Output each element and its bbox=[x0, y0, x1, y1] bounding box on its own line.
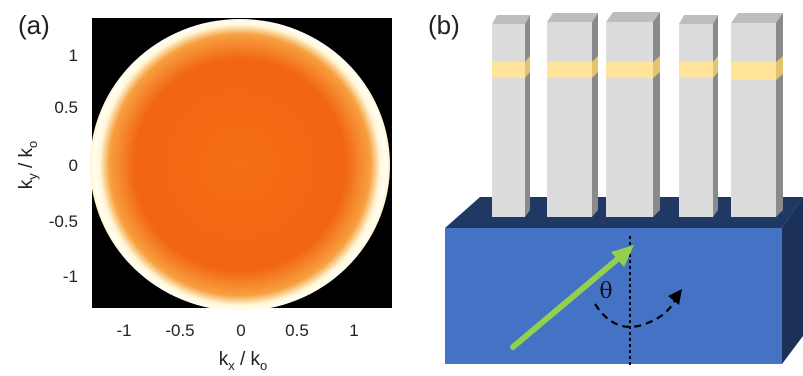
y-axis-title: ky / ko bbox=[16, 141, 40, 190]
y-tick-label: -0.5 bbox=[49, 212, 78, 231]
incident-arrow bbox=[510, 245, 634, 350]
rotation-arrow bbox=[594, 289, 682, 328]
y-ticks: 1 0.5 0 -0.5 -1 bbox=[49, 46, 78, 286]
x-tick-label: 0 bbox=[236, 321, 245, 340]
x-axis-title: kx / ko bbox=[219, 349, 268, 373]
x-tick-label: 0.5 bbox=[285, 321, 309, 340]
substrate-front bbox=[445, 228, 782, 364]
x-tick-label: -0.5 bbox=[165, 321, 194, 340]
pillars bbox=[492, 12, 783, 217]
x-tick-label: -1 bbox=[116, 321, 131, 340]
substrate-side bbox=[782, 197, 803, 364]
panel-a-label: (a) bbox=[18, 10, 50, 40]
pillar-band bbox=[606, 62, 653, 78]
y-tick-label: 0 bbox=[69, 156, 78, 175]
x-tick-label: 1 bbox=[349, 321, 358, 340]
pillar-band bbox=[679, 62, 713, 78]
pillar bbox=[547, 13, 598, 217]
pillar-band bbox=[492, 62, 525, 78]
y-tick-label: 0.5 bbox=[54, 98, 78, 117]
pillar-band bbox=[731, 62, 776, 80]
x-ticks: -1 -0.5 0 0.5 1 bbox=[116, 321, 358, 340]
panel-b-label: (b) bbox=[428, 10, 460, 40]
y-tick-label: 1 bbox=[69, 46, 78, 65]
heatmap-ring bbox=[90, 19, 390, 311]
y-tick-label: -1 bbox=[63, 267, 78, 286]
pillar bbox=[731, 13, 783, 217]
theta-symbol: θ bbox=[599, 279, 612, 304]
panel-a: (a) 1 0.5 0 -0.5 -1 -1 -0.5 0 0.5 1 kx /… bbox=[16, 10, 392, 373]
pillar bbox=[606, 12, 660, 217]
pillar-band bbox=[547, 62, 592, 78]
substrate-block bbox=[445, 197, 803, 364]
pillar bbox=[492, 15, 530, 217]
pillar bbox=[679, 15, 718, 217]
panel-b: (b) bbox=[428, 10, 803, 366]
